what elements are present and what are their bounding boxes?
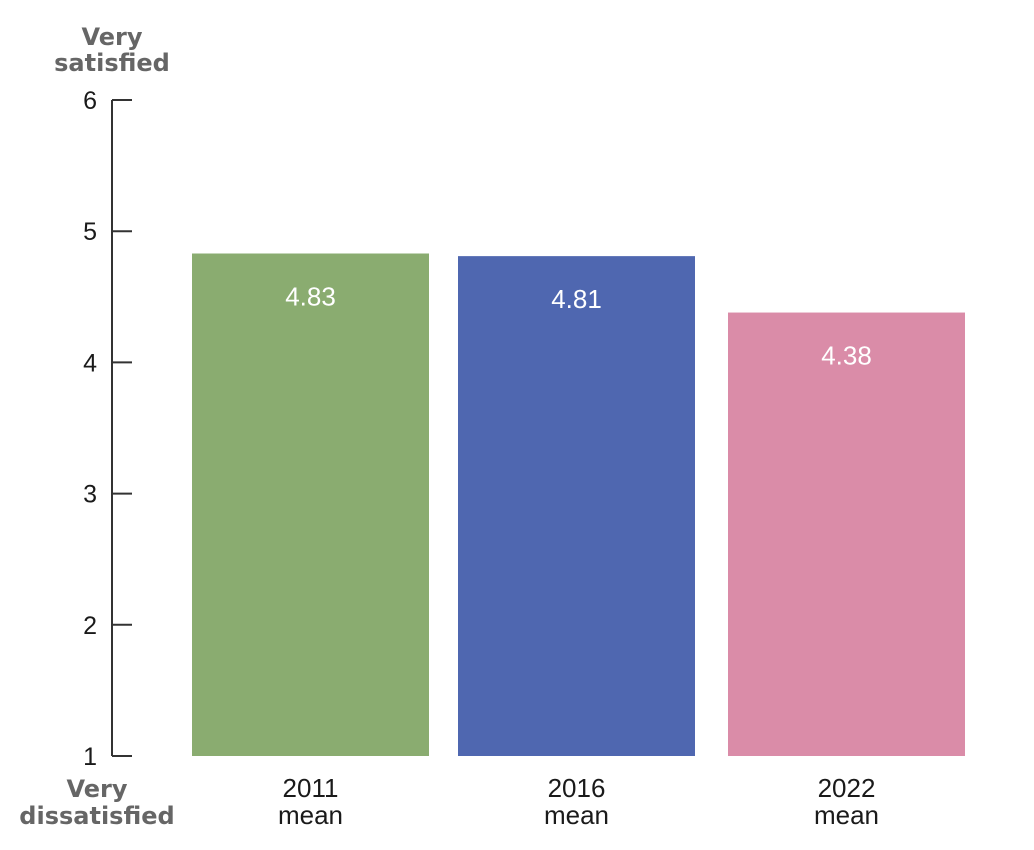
y-tick-label: 5 — [83, 218, 97, 246]
data-label: 4.81 — [551, 284, 602, 314]
y-top-label: satisfied — [54, 49, 170, 77]
y-tick-label: 2 — [83, 612, 97, 640]
y-tick-label: 3 — [83, 481, 97, 509]
y-top-label: Very — [81, 23, 142, 51]
x-category-label: 2011 — [283, 773, 339, 803]
bar — [728, 312, 965, 756]
bar — [458, 256, 695, 756]
x-category-label: mean — [544, 800, 609, 830]
data-label: 4.83 — [285, 282, 336, 312]
y-bottom-label: Very — [66, 775, 127, 803]
y-bottom-label: dissatisfied — [19, 802, 174, 830]
x-category-label: 2016 — [548, 773, 606, 803]
y-tick-label: 1 — [83, 743, 97, 771]
x-category-label: 2022 — [818, 773, 876, 803]
y-tick-label: 6 — [83, 87, 97, 115]
x-category-label: mean — [814, 800, 879, 830]
x-category-label: mean — [278, 800, 343, 830]
y-tick-label: 4 — [83, 349, 97, 377]
bar — [192, 253, 429, 756]
data-label: 4.38 — [821, 341, 872, 371]
